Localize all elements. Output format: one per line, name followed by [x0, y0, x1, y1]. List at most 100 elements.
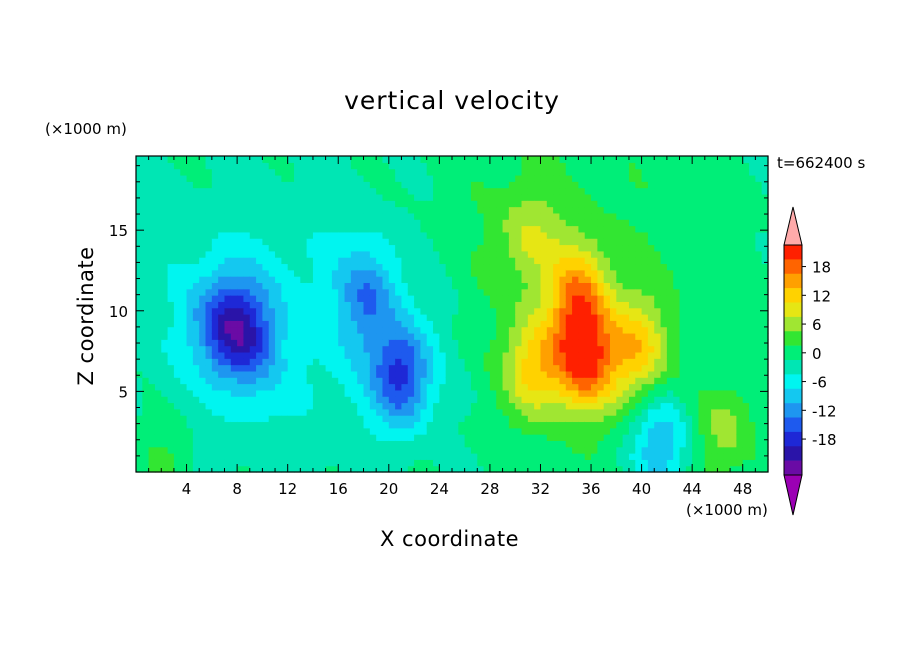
field-cell: [679, 295, 687, 302]
field-cell: [654, 370, 662, 378]
field-cell: [243, 370, 251, 378]
field-cell: [344, 181, 352, 189]
field-cell: [376, 288, 384, 296]
field-cell: [527, 434, 535, 441]
field-cell: [692, 345, 700, 353]
field-cell: [407, 288, 415, 296]
field-cell: [173, 415, 181, 423]
field-cell: [584, 225, 592, 233]
field-cell: [534, 396, 542, 404]
field-cell: [376, 326, 384, 334]
field-cell: [730, 408, 737, 416]
field-cell: [489, 225, 497, 233]
field-cell: [388, 269, 396, 277]
field-cell: [439, 174, 447, 182]
field-cell: [180, 257, 188, 265]
field-cell: [553, 377, 561, 385]
field-cell: [382, 174, 390, 182]
field-cell: [154, 307, 162, 315]
field-cell: [540, 263, 548, 271]
field-cell: [647, 269, 655, 277]
field-cell: [508, 231, 516, 239]
field-cell: [395, 345, 403, 353]
field-cell: [723, 440, 731, 448]
field-cell: [584, 231, 592, 239]
field-cell: [407, 295, 415, 302]
field-cell: [534, 307, 542, 315]
field-cell: [685, 358, 693, 366]
field-cell: [483, 156, 491, 163]
field-cell: [717, 434, 725, 441]
field-cell: [622, 301, 630, 309]
field-cell: [433, 307, 440, 315]
field-cell: [553, 370, 561, 378]
field-cell: [243, 269, 251, 277]
field-cell: [502, 200, 510, 208]
field-cell: [736, 402, 744, 410]
field-cell: [736, 288, 744, 296]
field-cell: [692, 206, 700, 214]
field-cell: [281, 231, 289, 239]
field-cell: [249, 453, 257, 460]
field-cell: [407, 434, 415, 441]
field-cell: [300, 219, 308, 227]
field-cell: [294, 295, 301, 302]
field-cell: [521, 326, 529, 334]
field-cell: [426, 326, 434, 334]
field-cell: [287, 244, 295, 252]
field-cell: [445, 314, 453, 321]
field-cell: [685, 288, 693, 296]
field-cell: [262, 326, 270, 334]
field-cell: [256, 440, 263, 448]
field-cell: [237, 187, 245, 195]
field-cell: [578, 320, 586, 328]
field-cell: [268, 231, 276, 239]
field-cell: [483, 263, 491, 271]
field-cell: [660, 200, 668, 208]
field-cell: [603, 364, 611, 372]
field-cell: [211, 446, 219, 454]
field-cell: [420, 345, 428, 353]
field-cell: [603, 187, 611, 195]
field-cell: [401, 396, 409, 404]
field-cell: [749, 383, 756, 391]
field-cell: [319, 187, 327, 195]
field-cell: [704, 320, 712, 328]
field-cell: [439, 396, 447, 404]
field-cell: [167, 389, 175, 397]
field-cell: [749, 219, 756, 227]
field-cell: [148, 314, 156, 321]
field-cell: [350, 446, 358, 454]
field-cell: [148, 193, 156, 201]
field-cell: [483, 219, 491, 227]
field-cell: [382, 415, 390, 423]
field-cell: [192, 364, 200, 372]
field-cell: [350, 212, 358, 220]
field-cell: [730, 320, 737, 328]
field-cell: [395, 383, 403, 391]
field-cell: [647, 219, 655, 227]
field-cell: [553, 263, 561, 271]
field-cell: [192, 225, 200, 233]
field-cell: [464, 307, 472, 315]
field-cell: [755, 263, 763, 271]
field-cell: [704, 276, 712, 283]
field-cell: [578, 434, 586, 441]
field-cell: [401, 459, 409, 467]
field-cell: [363, 187, 371, 195]
field-cell: [622, 282, 630, 290]
field-cell: [312, 358, 320, 366]
field-cell: [237, 156, 245, 163]
field-cell: [319, 383, 327, 391]
field-cell: [553, 206, 561, 214]
field-cell: [306, 295, 314, 302]
field-cell: [306, 396, 314, 404]
field-cell: [167, 370, 175, 378]
field-cell: [546, 345, 554, 353]
field-cell: [275, 389, 282, 397]
field-cell: [704, 332, 712, 340]
field-cell: [325, 244, 333, 252]
field-cell: [230, 459, 238, 467]
field-cell: [534, 383, 542, 391]
field-cell: [199, 187, 207, 195]
